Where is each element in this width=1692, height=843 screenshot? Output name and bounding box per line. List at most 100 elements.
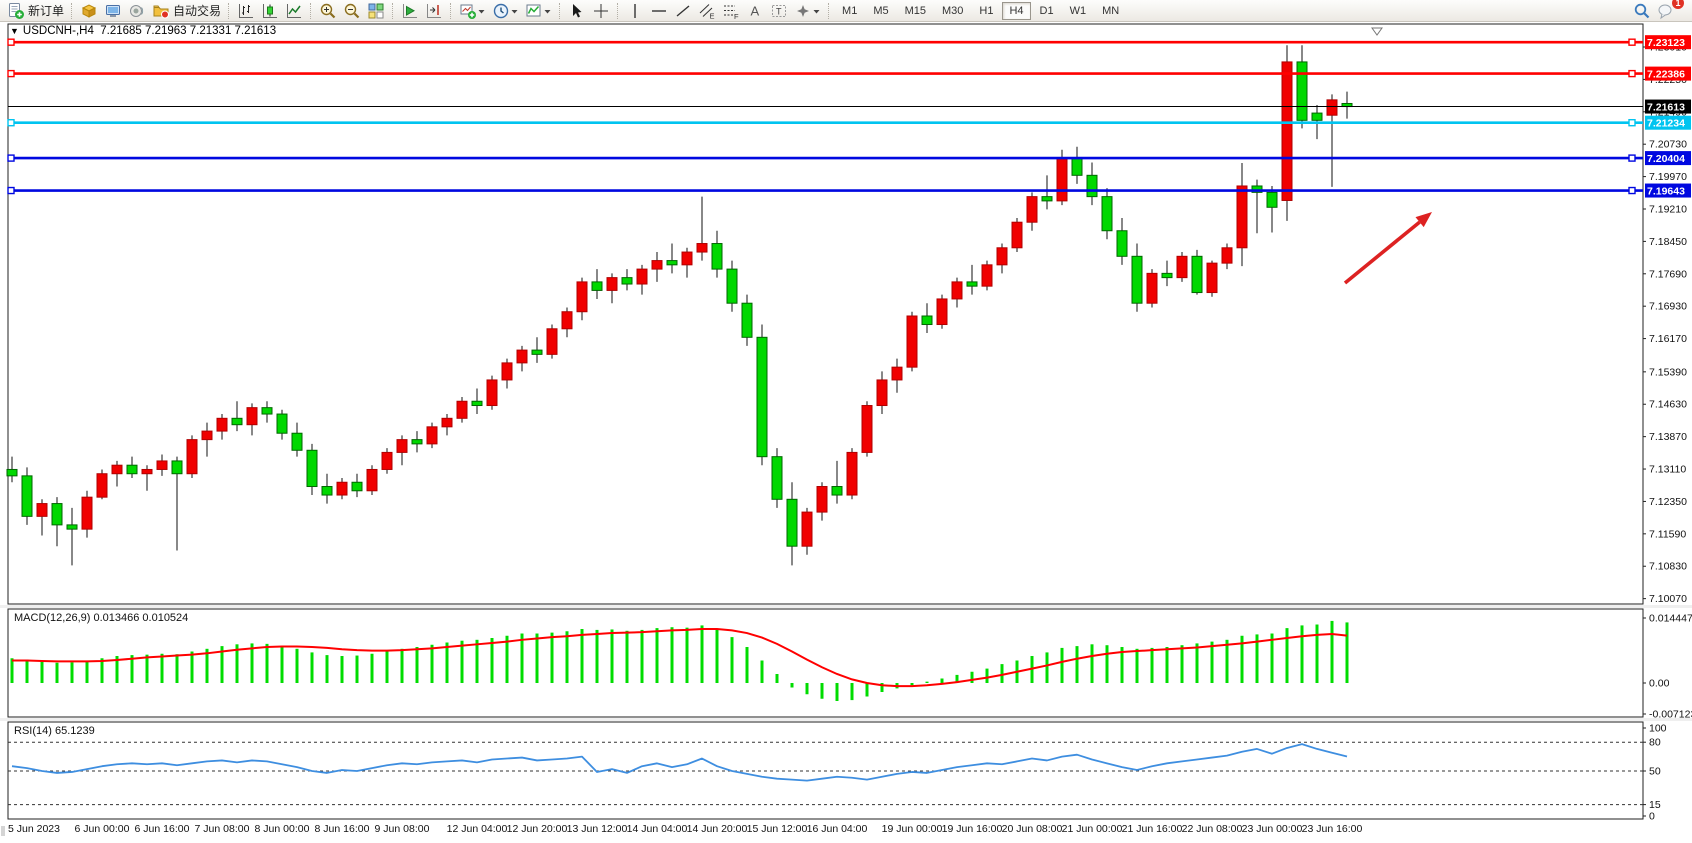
candle	[561, 311, 573, 330]
auto-trading-button[interactable]: 自动交易	[149, 1, 224, 21]
candle	[681, 251, 693, 266]
symbol-period-label: USDCNH-,H4	[22, 25, 94, 37]
ohlc-quote-label: 7.21685 7.21963 7.21331 7.21613	[100, 25, 277, 37]
vertical-line-button[interactable]	[623, 1, 647, 21]
zoom-out-button[interactable]	[340, 1, 364, 21]
new-order-button[interactable]: 新订单	[4, 1, 67, 21]
terminal-button[interactable]	[101, 1, 125, 21]
price-tick-label: 7.16930	[1649, 301, 1687, 313]
timeframe-w1-button[interactable]: W1	[1069, 4, 1087, 17]
text-button[interactable]: A	[743, 1, 767, 21]
new-chart-button[interactable]	[456, 1, 489, 21]
dropdown-caret-icon	[813, 9, 820, 13]
trendline-button[interactable]	[671, 1, 695, 21]
line-handle[interactable]	[1628, 154, 1636, 162]
time-axis-label: 13 Jun 12:00	[567, 823, 628, 835]
candle	[861, 405, 873, 453]
candle	[426, 426, 438, 445]
arrows-button[interactable]	[791, 1, 824, 21]
timeframe-m30-button[interactable]: M30	[942, 4, 964, 17]
candle-icon	[263, 3, 278, 18]
time-axis-label: 20 Jun 08:00	[1002, 823, 1063, 835]
timeframe-h4-button[interactable]: H4	[1002, 1, 1031, 20]
chart-bars-button[interactable]	[234, 1, 258, 21]
tline-icon	[676, 4, 690, 17]
chart-shift-button[interactable]	[422, 1, 446, 21]
candle	[21, 475, 33, 517]
timeframe-m1-button[interactable]: M1	[842, 4, 858, 17]
time-axis-label: 23 Jun 16:00	[1302, 823, 1363, 835]
line-handle[interactable]	[1628, 69, 1636, 78]
macd-histogram-bar	[535, 633, 539, 683]
price-tick-label: 7.13870	[1649, 431, 1687, 443]
alerts-button[interactable]	[125, 1, 149, 21]
candle	[636, 268, 648, 285]
chat-button[interactable]: 1	[1654, 0, 1684, 21]
equidistant-channel-button[interactable]: E	[695, 1, 719, 21]
horizontal-line-button[interactable]	[647, 1, 671, 21]
fibonacci-button[interactable]: F	[719, 1, 743, 21]
chevron-down-icon[interactable]: ▼	[10, 26, 19, 36]
macd-histogram-bar	[580, 629, 584, 683]
pane-splitter[interactable]	[0, 605, 1692, 608]
chart-shift-marker	[1371, 27, 1383, 36]
main-chart-pane[interactable]	[7, 23, 1644, 605]
chart-candles-button[interactable]	[258, 1, 282, 21]
crosshair-button[interactable]	[589, 1, 613, 21]
line-handle[interactable]	[7, 154, 15, 162]
timeframe-h1-button[interactable]: H1	[979, 4, 994, 17]
crosshair-icon	[594, 3, 609, 18]
chart-canvas[interactable]: 7.230107.222507.214907.207307.199707.192…	[0, 22, 1692, 843]
timeframe-m5-button[interactable]: M5	[873, 4, 889, 17]
macd-histogram-bar	[370, 653, 374, 683]
candle	[216, 417, 228, 432]
trend-arrow[interactable]	[1343, 220, 1421, 285]
line-handle[interactable]	[7, 38, 15, 46]
chart-line-button[interactable]	[282, 1, 306, 21]
tile-windows-button[interactable]	[364, 1, 388, 21]
macd-histogram-bar	[1045, 652, 1049, 683]
chat-icon	[1658, 4, 1672, 19]
vline-icon	[634, 3, 636, 18]
fibo-icon: F	[724, 5, 739, 20]
candle	[351, 481, 363, 492]
price-tag-label: 7.21613	[1647, 102, 1685, 114]
line-handle[interactable]	[7, 69, 15, 78]
auto-scroll-button[interactable]	[398, 1, 422, 21]
candle	[696, 243, 708, 253]
search-button[interactable]	[1630, 1, 1654, 21]
candle	[1161, 272, 1173, 279]
macd-histogram-bar	[70, 662, 74, 683]
price-tag	[1645, 66, 1691, 81]
timeframe-mn-button[interactable]: MN	[1102, 4, 1120, 17]
cursor-button[interactable]	[565, 1, 589, 21]
line-handle[interactable]	[7, 119, 15, 127]
toolbar: 新订单 自动交易 E F A T M1 M5 M15 M30 H1 H4 D1 W1 MN 1	[0, 0, 1692, 22]
macd-histogram-bar	[640, 629, 644, 683]
line-handle[interactable]	[1628, 186, 1636, 195]
profiles-button[interactable]	[489, 1, 522, 21]
macd-histogram-bar	[310, 652, 314, 683]
timeframe-d1-button[interactable]: D1	[1039, 4, 1054, 17]
candle	[171, 460, 183, 475]
pane-splitter[interactable]	[0, 718, 1692, 721]
trend-arrow-head[interactable]	[1415, 212, 1432, 228]
macd-histogram-bar	[835, 683, 839, 701]
macd-histogram-bar	[970, 671, 974, 683]
text-label-button[interactable]: T	[767, 1, 791, 21]
search-icon	[1634, 3, 1650, 18]
timeframe-m15-button[interactable]: M15	[904, 4, 926, 17]
indicators-menu-button[interactable]	[522, 1, 555, 21]
line-handle[interactable]	[1628, 38, 1636, 46]
candle	[246, 407, 258, 426]
candle	[66, 524, 78, 530]
candle	[741, 302, 753, 338]
zoom-in-button[interactable]	[316, 1, 340, 21]
line-handle[interactable]	[7, 186, 15, 195]
time-axis-label: 6 Jun 16:00	[135, 823, 190, 835]
rsi-axis-label: 100	[1649, 723, 1667, 735]
market-box-button[interactable]	[77, 1, 101, 21]
candle	[936, 298, 948, 326]
line-handle[interactable]	[1628, 119, 1636, 127]
macd-histogram-bar	[1330, 620, 1334, 683]
